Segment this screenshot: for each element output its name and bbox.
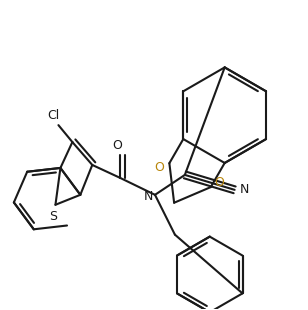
Text: O: O — [214, 176, 224, 188]
Text: N: N — [240, 183, 249, 196]
Text: Cl: Cl — [47, 109, 59, 122]
Text: N: N — [143, 190, 153, 203]
Text: S: S — [50, 210, 58, 223]
Text: O: O — [155, 161, 164, 174]
Text: O: O — [112, 139, 122, 152]
